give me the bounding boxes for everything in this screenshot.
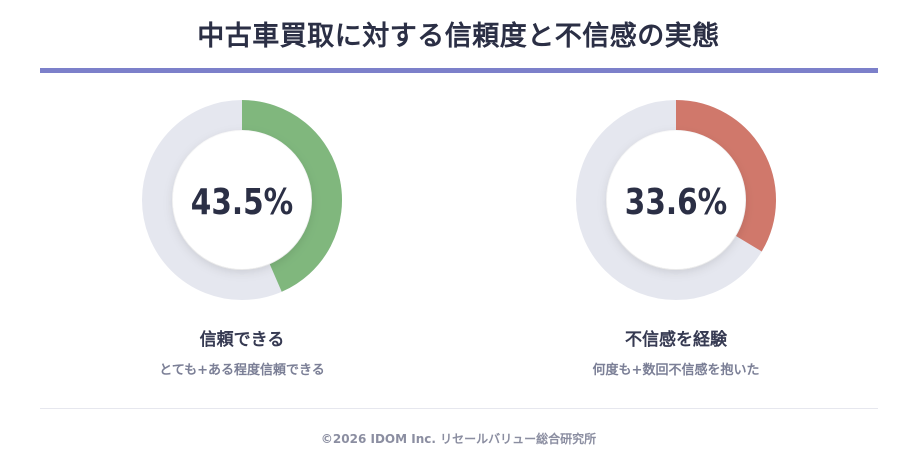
copyright-footer: ©2026 IDOM Inc. リセールバリュー総合研究所 [320,432,597,446]
donut-card-trust: 43.5% 信頼できる とても+ある程度信頼できる [92,100,392,390]
donut-center [607,131,745,269]
donut-center-value: 43.5% [191,180,293,223]
donut-center [173,131,311,269]
donut-slice-value [675,100,776,252]
donut-center-value: 33.6% [625,180,727,223]
chart-title: 中古車買取に対する信頼度と不信感の実態 [197,21,720,52]
donut-label: 信頼できる [199,330,285,350]
donut-sublabel: 何度も+数回不信感を抱いた [592,363,760,378]
donut-chart-distrust: 33.6% [576,100,776,300]
donut-chart-trust: 43.5% [142,100,342,300]
donut-slice-value [241,100,342,292]
footer-divider [40,408,878,409]
donut-label: 不信感を経験 [625,330,727,350]
donut-card-distrust: 33.6% 不信感を経験 何度も+数回不信感を抱いた [526,100,826,390]
title-underline [40,68,878,73]
donut-sublabel: とても+ある程度信頼できる [159,363,325,378]
